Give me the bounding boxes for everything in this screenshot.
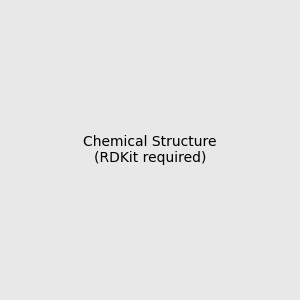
Text: Chemical Structure
(RDKit required): Chemical Structure (RDKit required) [83,135,217,165]
